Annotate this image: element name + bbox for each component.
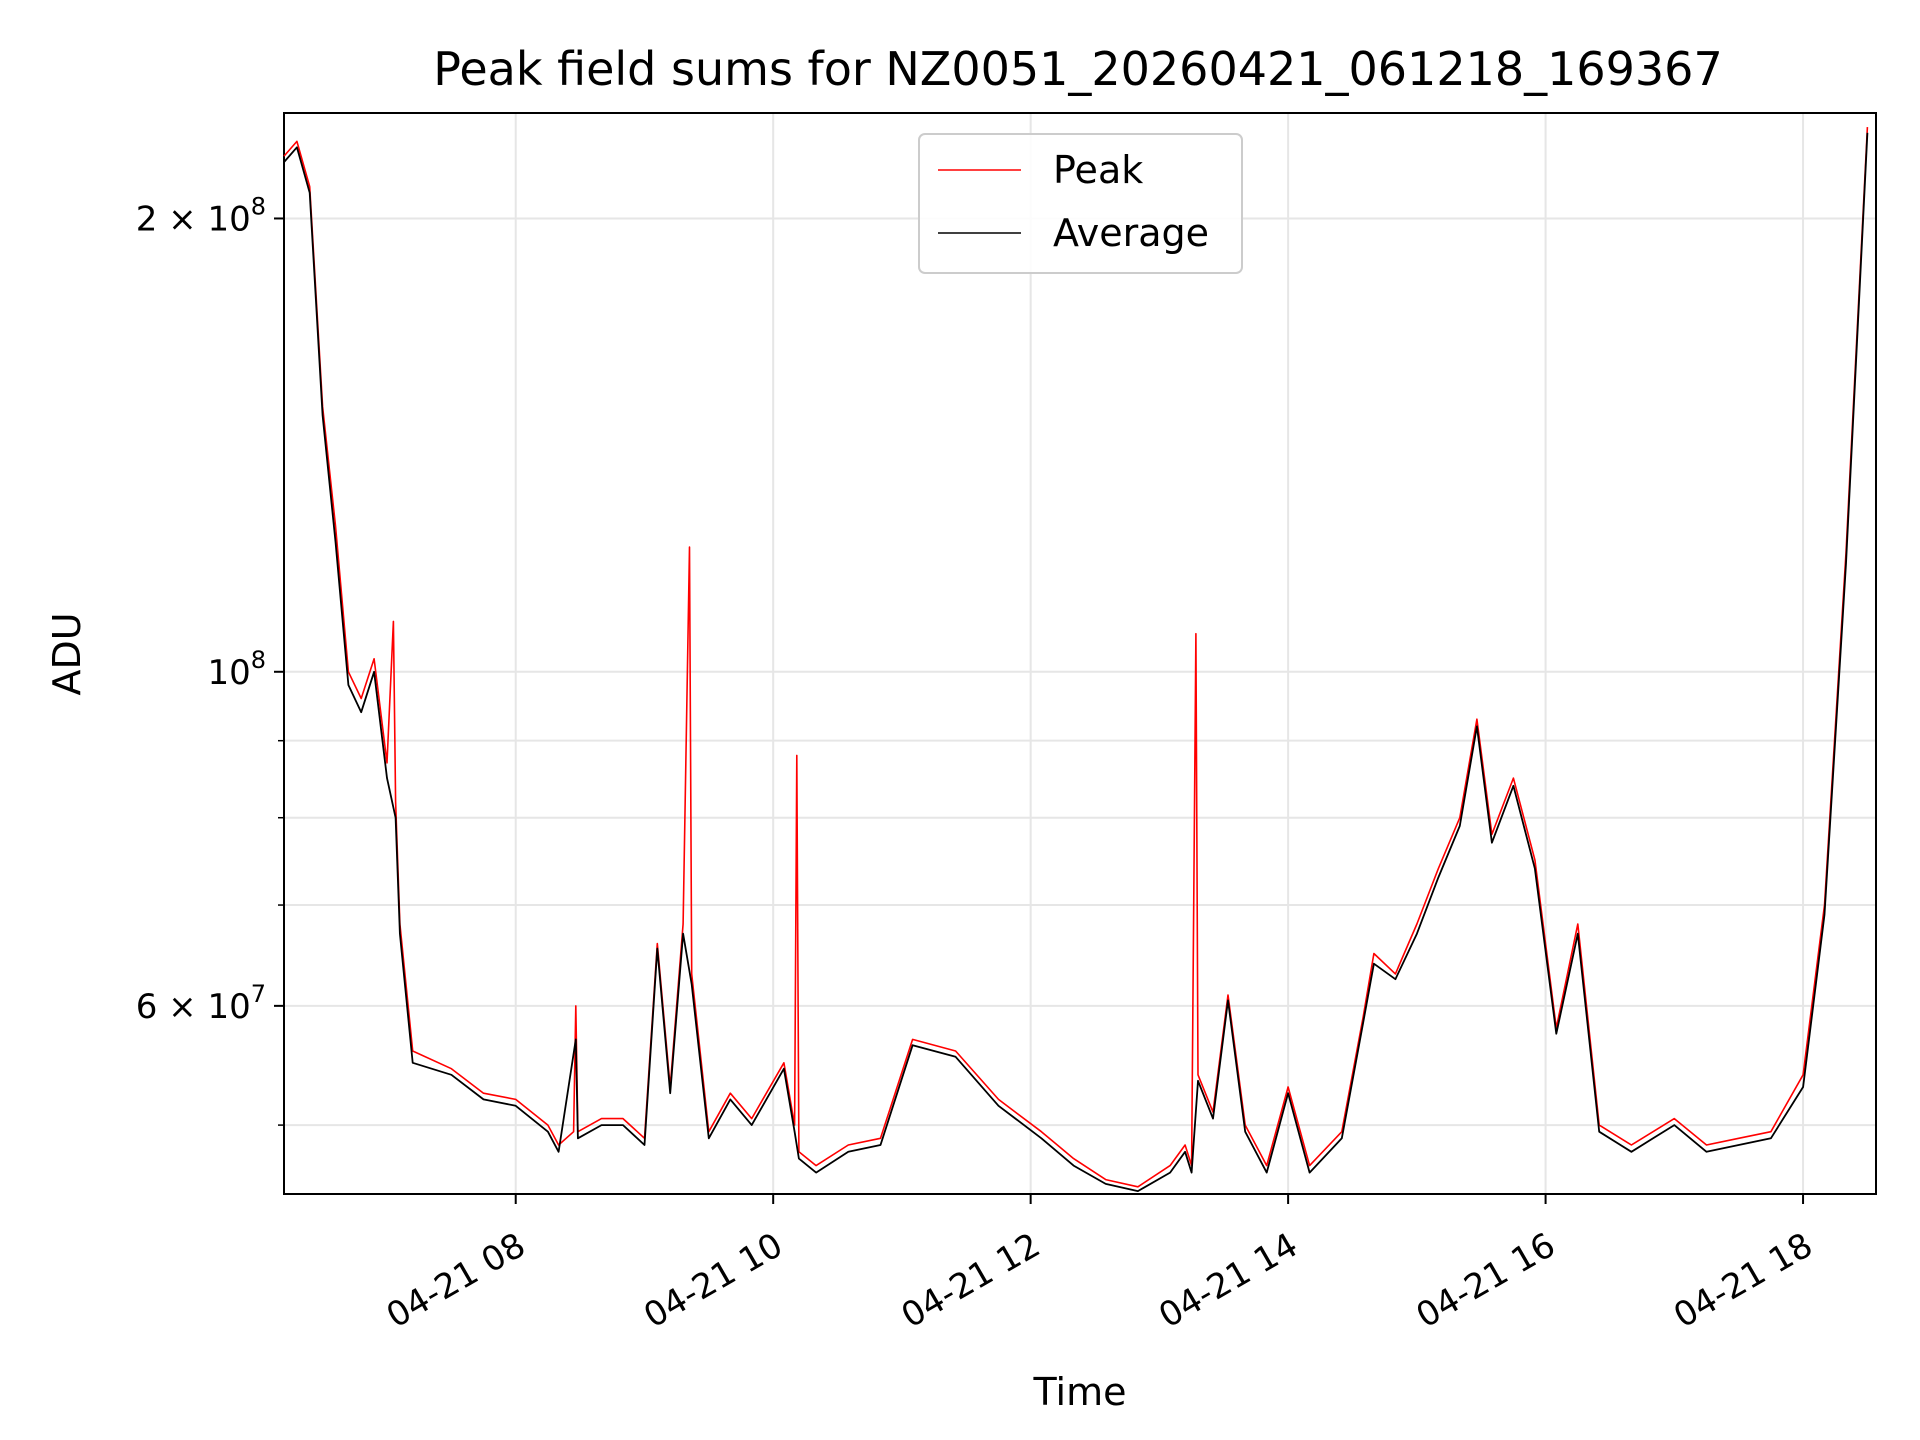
legend: Peak Average	[918, 133, 1243, 274]
legend-box	[918, 133, 1243, 274]
y-tick-exponent: 7	[251, 980, 266, 1008]
chart-title: Peak field sums for NZ0051_20260421_0612…	[433, 42, 1722, 96]
y-tick-label: 2 × 108	[136, 192, 266, 239]
legend-peak-label: Peak	[1053, 148, 1143, 192]
series-layer	[283, 127, 1869, 1192]
y-axis-title: ADU	[45, 612, 89, 695]
y-tick-exponent: 8	[251, 646, 266, 674]
y-tick-label: 6 × 107	[136, 980, 266, 1027]
series-peak-line	[283, 127, 1869, 1188]
x-axis-title: Time	[1033, 1370, 1127, 1414]
y-tick-exponent: 8	[251, 192, 266, 220]
plot-area-frame	[283, 112, 1877, 1195]
series-average-line	[283, 132, 1869, 1192]
legend-average-label: Average	[1053, 211, 1209, 255]
